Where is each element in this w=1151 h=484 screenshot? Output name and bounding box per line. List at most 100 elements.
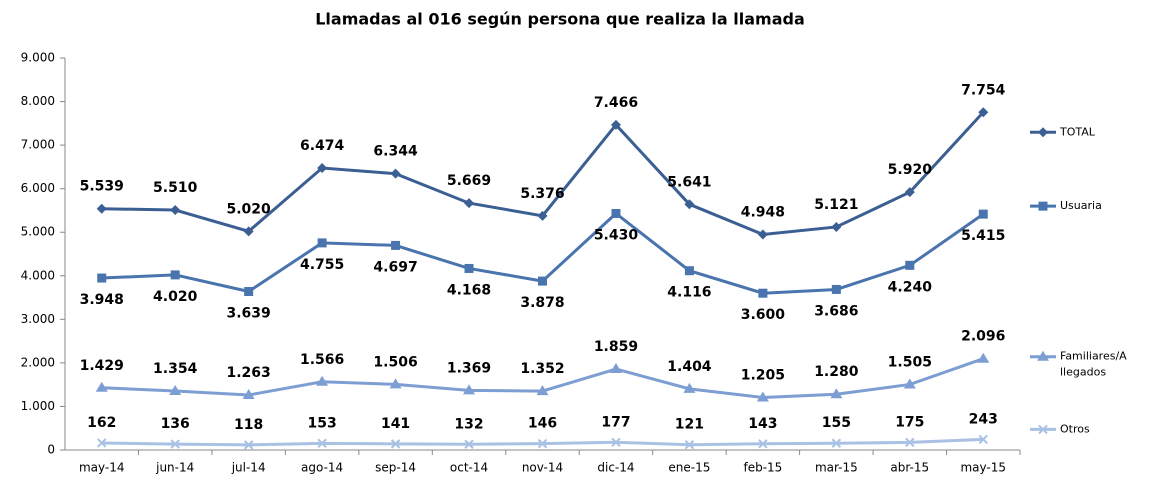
marker (390, 439, 401, 449)
data-label: 1.505 (888, 354, 932, 370)
y-tick-label: 1.000 (21, 399, 55, 413)
x-tick-label: dic-14 (597, 461, 634, 475)
marker (903, 378, 916, 389)
marker (758, 439, 768, 449)
data-label: 162 (87, 415, 116, 431)
marker (978, 434, 988, 445)
marker (536, 385, 549, 396)
marker (977, 352, 990, 363)
y-tick-label: 5.000 (21, 225, 55, 239)
data-label: 7.754 (961, 82, 1006, 98)
marker (97, 273, 107, 283)
x-tick-label: jun-14 (155, 461, 194, 475)
legend-label: Usuaria (1060, 199, 1102, 212)
data-label: 143 (748, 416, 777, 432)
data-label: 4.755 (300, 257, 344, 273)
data-label: 175 (895, 414, 924, 430)
marker (978, 209, 988, 219)
data-label: 5.641 (667, 174, 711, 190)
data-label: 1.566 (300, 352, 344, 368)
marker (243, 226, 254, 237)
data-label: 5.539 (80, 179, 124, 195)
marker (758, 288, 768, 298)
marker (611, 208, 621, 218)
marker (243, 440, 254, 450)
data-label: 3.878 (520, 295, 564, 311)
marker (1038, 127, 1048, 138)
marker (391, 240, 401, 250)
marker (831, 221, 842, 232)
data-label: 1.404 (667, 359, 712, 375)
legend-label: TOTAL (1059, 125, 1096, 138)
data-label: 5.510 (153, 180, 198, 196)
data-label: 1.354 (153, 361, 198, 377)
data-label: 153 (307, 415, 336, 431)
marker (610, 119, 621, 130)
data-label: 3.639 (227, 306, 271, 322)
marker (537, 210, 548, 221)
marker (95, 381, 108, 392)
x-tick-label: abr-15 (890, 461, 929, 475)
data-label: 5.669 (447, 173, 491, 189)
marker (609, 363, 622, 374)
x-tick-label: jul-14 (231, 461, 266, 475)
marker (317, 163, 328, 174)
x-tick-label: ago-14 (301, 461, 343, 475)
marker (978, 107, 989, 118)
data-label: 177 (601, 414, 630, 430)
data-label: 4.948 (741, 204, 785, 220)
x-tick-label: may-15 (960, 461, 1006, 475)
y-tick-label: 9.000 (21, 51, 55, 65)
marker (1038, 201, 1048, 211)
data-label: 3.948 (80, 292, 124, 308)
marker (170, 270, 180, 280)
data-label: 1.352 (520, 361, 564, 377)
data-label: 4.116 (667, 285, 711, 301)
marker (905, 437, 915, 448)
marker (904, 187, 915, 198)
data-label: 1.205 (741, 368, 785, 384)
marker (537, 438, 548, 449)
data-label: 5.415 (961, 228, 1005, 244)
chart-title: Llamadas al 016 según persona que realiz… (315, 10, 805, 29)
marker (830, 388, 843, 399)
x-tick-label: nov-14 (522, 461, 563, 475)
data-label: 1.429 (80, 358, 124, 374)
data-label: 6.344 (373, 144, 418, 160)
x-tick-label: oct-14 (450, 461, 488, 475)
legend-label: Otros (1060, 422, 1090, 435)
data-label: 118 (234, 417, 263, 433)
data-label: 141 (381, 416, 410, 432)
marker (169, 385, 182, 396)
marker (97, 438, 107, 448)
marker (831, 438, 842, 448)
data-label: 1.280 (814, 364, 859, 380)
marker (1038, 424, 1048, 435)
data-label: 6.474 (300, 138, 345, 154)
marker (242, 388, 255, 399)
marker (756, 391, 769, 402)
data-label: 4.020 (153, 289, 198, 305)
data-label: 2.096 (961, 329, 1005, 345)
data-label: 5.920 (888, 162, 933, 178)
x-tick-label: sep-14 (375, 461, 416, 475)
data-label: 4.240 (888, 279, 933, 295)
data-label: 4.697 (373, 259, 417, 275)
legend-label-line: Familiares/A (1060, 350, 1127, 363)
marker (684, 440, 695, 450)
data-label: 1.859 (594, 339, 638, 355)
marker (464, 439, 474, 449)
data-label: 5.430 (594, 227, 639, 243)
y-tick-label: 0 (47, 443, 55, 457)
data-label: 155 (822, 415, 851, 431)
x-tick-label: feb-15 (743, 461, 782, 475)
data-label: 4.168 (447, 282, 491, 298)
marker (611, 437, 621, 447)
marker (389, 378, 402, 389)
data-label: 146 (528, 416, 557, 432)
data-label: 136 (161, 416, 190, 432)
marker (757, 229, 768, 240)
marker (317, 438, 327, 449)
y-tick-label: 7.000 (21, 138, 55, 152)
